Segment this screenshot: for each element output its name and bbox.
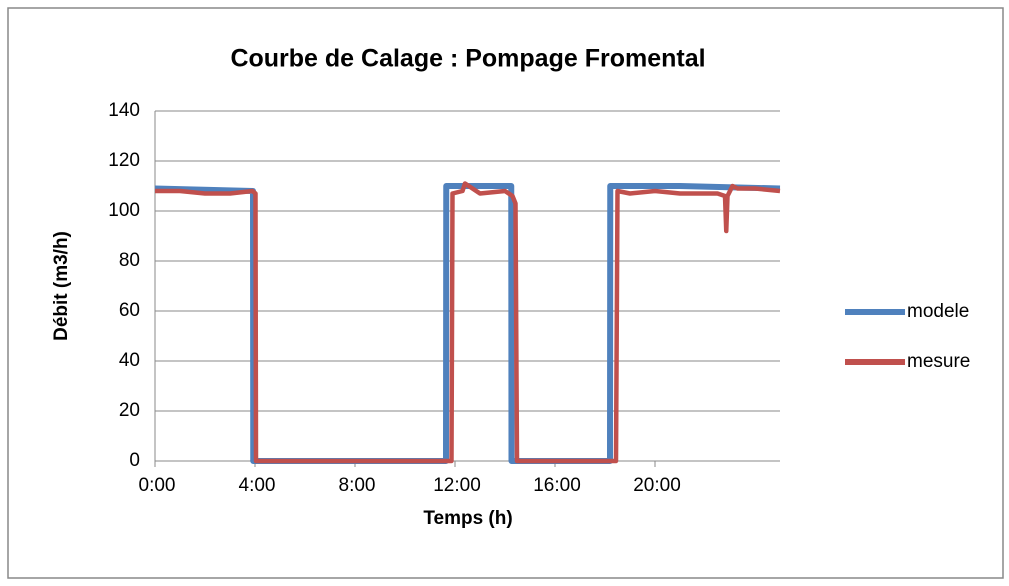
y-tick-label: 40 xyxy=(119,350,140,371)
x-tick-label: 0:00 xyxy=(139,475,176,496)
chart-title: Courbe de Calage : Pompage Fromental xyxy=(230,45,705,73)
legend-label: modele xyxy=(907,301,969,322)
y-tick-label: 0 xyxy=(129,450,140,471)
legend-label: mesure xyxy=(907,351,970,372)
chart-frame xyxy=(7,7,1004,579)
y-tick-label: 140 xyxy=(108,100,140,121)
y-tick-label: 100 xyxy=(108,200,140,221)
x-tick-label: 20:00 xyxy=(633,475,681,496)
y-tick-label: 80 xyxy=(119,250,140,271)
series-line xyxy=(154,183,781,464)
x-axis-label: Temps (h) xyxy=(423,508,512,529)
y-tick-label: 60 xyxy=(119,300,140,321)
y-axis-label: Débit (m3/h) xyxy=(51,231,72,341)
x-tick-label: 4:00 xyxy=(239,475,276,496)
y-tick-label: 120 xyxy=(108,150,140,171)
series-line xyxy=(155,181,781,464)
y-tick-label: 20 xyxy=(119,400,140,421)
x-tick-label: 16:00 xyxy=(533,475,581,496)
x-tick-label: 12:00 xyxy=(433,475,481,496)
x-tick-label: 8:00 xyxy=(339,475,376,496)
